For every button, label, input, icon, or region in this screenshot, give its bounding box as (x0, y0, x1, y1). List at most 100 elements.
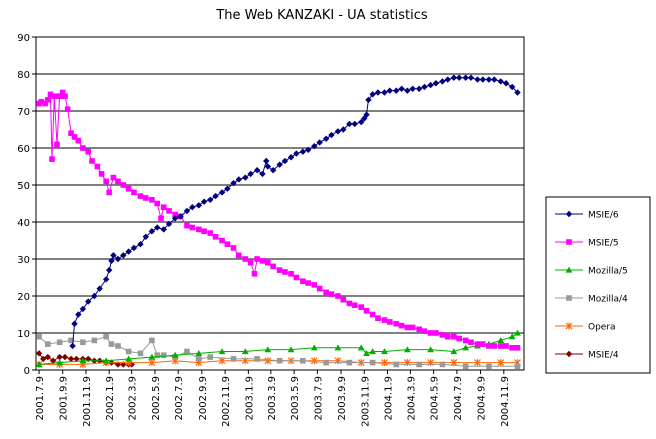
data-point (358, 118, 365, 126)
data-point (67, 355, 75, 363)
data-point (251, 271, 258, 277)
data-point (497, 359, 505, 367)
legend-label: Mozilla/5 (588, 267, 628, 277)
data-point (462, 74, 469, 81)
data-point (497, 78, 504, 85)
data-point (305, 280, 312, 286)
data-point (288, 271, 294, 277)
data-point (103, 333, 109, 340)
data-point (40, 355, 47, 363)
data-point (212, 234, 219, 240)
data-point (432, 80, 440, 87)
data-point (491, 343, 498, 349)
data-point (281, 157, 289, 165)
data-point (49, 357, 57, 364)
data-point (253, 167, 261, 174)
data-point (439, 332, 446, 338)
series-msie-6 (69, 74, 521, 350)
data-point (148, 359, 156, 367)
data-point (346, 300, 353, 307)
data-point (409, 324, 416, 331)
data-point (110, 252, 117, 259)
series-msie-4 (35, 350, 135, 368)
data-point (403, 346, 411, 353)
data-point (486, 363, 492, 370)
legend-swatch-marker (565, 266, 573, 273)
data-point (71, 320, 78, 327)
data-point (96, 285, 103, 292)
data-point (184, 348, 190, 355)
legend-label: MSIE/4 (588, 351, 619, 361)
x-tick-label: 2003.5.9 (290, 376, 301, 421)
data-point (404, 324, 411, 331)
plot-area (35, 36, 525, 371)
legend-swatch-marker (566, 295, 572, 301)
data-point (71, 134, 78, 140)
data-point (311, 282, 318, 288)
data-point (108, 257, 115, 265)
legend-item: Mozilla/5 (555, 267, 628, 277)
x-tick-label: 2002.5.9 (151, 376, 162, 421)
data-point (259, 170, 266, 178)
data-point (259, 258, 266, 264)
y-tick-label: 10 (17, 329, 30, 340)
legend-label: Opera (588, 323, 616, 333)
data-point (125, 355, 133, 362)
data-point (108, 341, 115, 347)
x-tick-label: 2002.11.9 (221, 376, 232, 427)
y-tick-label: 90 (17, 33, 30, 44)
data-point (201, 228, 207, 235)
data-point (474, 341, 481, 347)
data-point (276, 161, 283, 168)
data-point (270, 263, 276, 270)
y-tick-label: 20 (17, 292, 30, 303)
data-point (148, 353, 156, 360)
data-point (300, 278, 306, 284)
data-point (149, 197, 155, 203)
data-point (35, 361, 43, 368)
data-point (497, 343, 504, 349)
data-point (497, 337, 505, 343)
y-tick-label: 50 (17, 181, 30, 192)
data-point (165, 220, 173, 228)
data-point (80, 339, 86, 346)
data-point (480, 341, 486, 347)
data-point (427, 330, 434, 336)
data-point (47, 91, 54, 98)
data-point (91, 337, 98, 344)
x-tick-label: 2001.11.9 (82, 376, 93, 427)
legend-item: MSIE/6 (555, 211, 619, 221)
x-axis: 2001.7.9 2001.9.9 2001.11.9 2002.1.9 2002.3.… (35, 370, 511, 427)
legend-swatch-marker (565, 210, 573, 218)
data-point (369, 91, 376, 98)
legend-box (545, 196, 651, 374)
data-point (142, 233, 149, 240)
y-tick-label: 80 (17, 70, 30, 81)
data-point (299, 148, 307, 155)
data-point (369, 311, 376, 318)
data-point (462, 344, 470, 351)
data-point (328, 131, 335, 139)
data-point (462, 337, 469, 344)
data-point (346, 120, 353, 128)
y-tick-label: 60 (17, 144, 30, 155)
legend-swatch-marker (565, 322, 573, 330)
data-point (207, 196, 214, 203)
data-point (125, 248, 132, 255)
data-point (68, 337, 74, 344)
x-tick-label: 2003.3.9 (267, 376, 278, 421)
data-point (75, 137, 82, 144)
data-point (125, 185, 132, 192)
data-point (456, 335, 462, 342)
data-point (381, 89, 388, 96)
legend-swatch-marker (565, 350, 573, 358)
data-point (154, 224, 161, 231)
data-point (212, 192, 219, 200)
data-point (491, 76, 498, 83)
data-point (80, 145, 86, 151)
legend-label: MSIE/6 (588, 211, 619, 221)
data-point (85, 298, 92, 305)
data-point (103, 178, 109, 185)
data-point (316, 139, 323, 146)
data-point (444, 76, 451, 83)
